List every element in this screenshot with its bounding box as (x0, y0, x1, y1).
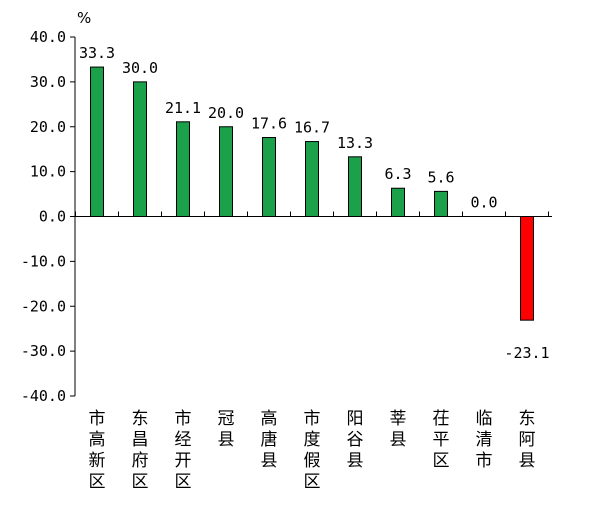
y-tick-label: -20.0 (21, 297, 66, 315)
data-labels: 33.3 30.0 21.1 20.0 17.6 16.7 13.3 6.3 5.6 0.0 -23… (79, 44, 550, 362)
bar (262, 137, 276, 218)
category-label: 市高新区 (89, 409, 106, 492)
data-label: 5.6 (427, 168, 454, 186)
category-label: 东阿县 (519, 409, 536, 471)
bar (90, 66, 104, 217)
y-tick-label: -30.0 (21, 342, 66, 360)
y-axis: 40.0 30.0 20.0 10.0 0.0 -10.0 -20.0 -30.0 -40.0 (21, 28, 76, 405)
data-label: 20.0 (208, 104, 244, 122)
bar (176, 121, 190, 217)
y-tick-label: 0.0 (39, 208, 66, 226)
y-tick-label: 20.0 (30, 118, 66, 136)
data-label: 16.7 (294, 119, 330, 137)
data-label: 13.3 (337, 134, 373, 152)
y-axis-unit-label: % (77, 9, 91, 27)
y-tick-label: 10.0 (30, 163, 66, 181)
category-labels: 市高新区 东昌府区 市经开区 冠县 高唐县 市度假区 阳谷县 莘县 茌平区 临清市 东阿县 (89, 409, 536, 492)
bar (434, 190, 448, 217)
category-label: 市度假区 (304, 409, 321, 492)
category-label: 市经开区 (175, 409, 192, 492)
bar (348, 156, 362, 218)
x-axis (75, 211, 552, 217)
y-tick-label: 40.0 (30, 28, 66, 46)
category-label: 冠县 (218, 409, 235, 450)
category-label: 高唐县 (261, 409, 278, 471)
category-label: 莘县 (390, 409, 407, 450)
data-label: 21.1 (165, 99, 201, 117)
data-label: 17.6 (251, 115, 287, 133)
y-tick-label: -10.0 (21, 252, 66, 270)
bar (520, 216, 534, 321)
category-label: 阳谷县 (347, 409, 364, 471)
data-label: 30.0 (122, 59, 158, 77)
category-label: 茌平区 (433, 409, 450, 471)
data-label: 6.3 (384, 165, 411, 183)
data-label: 33.3 (79, 44, 115, 62)
y-tick-label: -40.0 (21, 387, 66, 405)
bars (90, 66, 534, 321)
bar (305, 141, 319, 217)
category-label: 东昌府区 (132, 409, 149, 492)
y-tick-label: 30.0 (30, 73, 66, 91)
data-label: 0.0 (470, 194, 497, 212)
bar (219, 126, 233, 217)
bar (133, 81, 147, 217)
bar (391, 187, 405, 217)
data-label: -23.1 (504, 344, 549, 362)
category-label: 临清市 (476, 409, 493, 471)
